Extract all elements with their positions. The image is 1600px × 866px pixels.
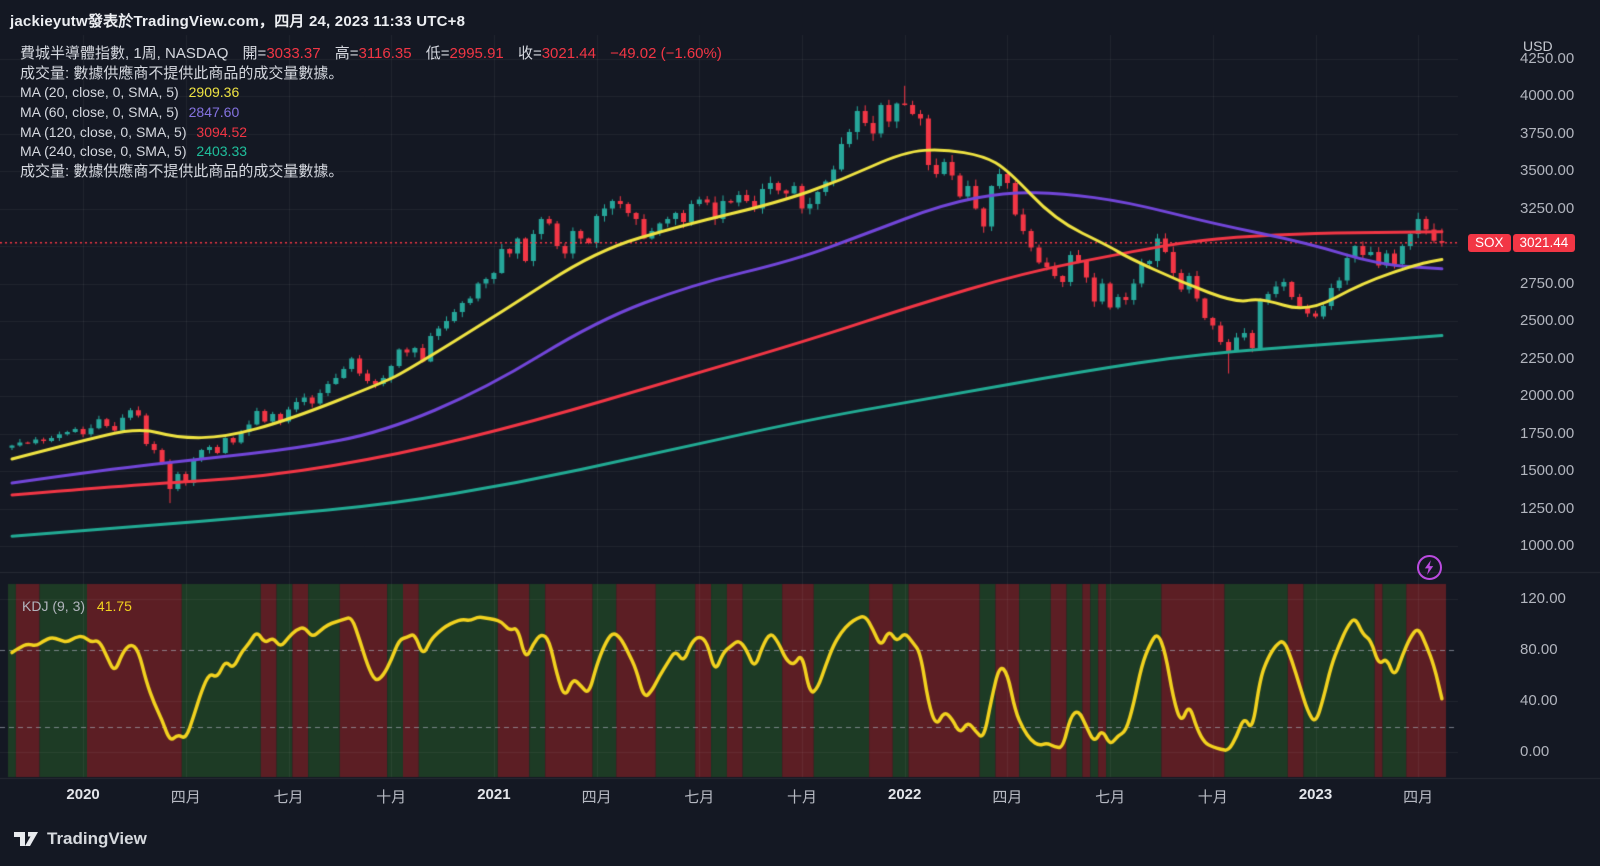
- open-label: 開=: [242, 45, 267, 62]
- time-axis-month-label: 四月: [992, 789, 1023, 806]
- ma20-value: 2909.36: [188, 84, 240, 101]
- time-axis-month-label: 四月: [1403, 789, 1434, 806]
- kdj-axis-tick: 0.00: [1520, 743, 1550, 760]
- change-value: −49.02 (−1.60%): [610, 45, 722, 62]
- volume-note-row-2[interactable]: 成交量: 數據供應商不提供此商品的成交量數據。: [20, 163, 344, 181]
- time-axis-year-label: 2021: [477, 786, 511, 803]
- price-axis-tick: 2750.00: [1520, 274, 1575, 292]
- attribution-text: jackieyutw發表於TradingView.com，四月 24, 2023…: [10, 13, 466, 30]
- time-axis-month-label: 十月: [376, 789, 407, 806]
- flash-button[interactable]: [1417, 555, 1442, 580]
- currency-label: USD: [1523, 38, 1553, 54]
- footer: TradingView: [0, 812, 1600, 866]
- ma60-label: MA (60, close, 0, SMA, 5): [20, 104, 179, 121]
- price-axis-tick: 1750.00: [1520, 424, 1575, 442]
- ma20-legend-row[interactable]: MA (20, close, 0, SMA, 5) 2909.36: [20, 83, 722, 103]
- ma240-label: MA (240, close, 0, SMA, 5): [20, 143, 187, 160]
- volume-note-row[interactable]: 成交量: 數據供應商不提供此商品的成交量數據。: [20, 64, 344, 82]
- high-label: 高=: [334, 45, 359, 62]
- low-label: 低=: [425, 45, 450, 62]
- ma60-value: 2847.60: [188, 104, 240, 121]
- open-value: 3033.37: [266, 45, 321, 62]
- chart-canvas[interactable]: [0, 0, 1600, 812]
- time-axis-month-label: 十月: [1197, 789, 1228, 806]
- tradingview-logo-icon[interactable]: [12, 828, 40, 850]
- kdj-axis-tick: 40.00: [1520, 692, 1558, 709]
- price-axis-tick: 1000.00: [1520, 537, 1575, 554]
- time-axis-month-label: 四月: [170, 789, 201, 806]
- ma120-label: MA (120, close, 0, SMA, 5): [20, 123, 187, 140]
- lightning-icon: [1424, 560, 1434, 575]
- price-axis-tick: 1250.00: [1520, 499, 1575, 517]
- price-axis-tick: 3250.00: [1520, 199, 1575, 217]
- chart-legend: 費城半導體指數, 1周, NASDAQ 開=3033.37 高=3116.35 …: [20, 44, 722, 182]
- ma60-legend-row[interactable]: MA (60, close, 0, SMA, 5) 2847.60: [20, 103, 722, 123]
- ma240-value: 2403.33: [196, 143, 248, 160]
- time-axis-year-label: 2020: [66, 786, 100, 803]
- ma120-value: 3094.52: [196, 123, 248, 140]
- price-axis-tick: 2500.00: [1520, 312, 1575, 329]
- price-axis-tick: 2250.00: [1520, 349, 1575, 367]
- high-value: 3116.35: [358, 45, 412, 62]
- kdj-value: 41.75: [96, 598, 132, 614]
- price-axis-tick: 1500.00: [1520, 462, 1575, 479]
- last-price-badge-symbol: SOX: [1468, 233, 1511, 252]
- price-axis-tick: 2000.00: [1520, 387, 1575, 404]
- last-price-badge-value: 3021.44: [1512, 233, 1576, 252]
- price-axis-tick: 4000.00: [1520, 87, 1575, 104]
- tradingview-brand-text[interactable]: TradingView: [47, 829, 147, 848]
- ma20-label: MA (20, close, 0, SMA, 5): [20, 84, 179, 101]
- time-axis-month-label: 十月: [786, 789, 818, 806]
- ma240-legend-row[interactable]: MA (240, close, 0, SMA, 5) 2403.33: [20, 142, 722, 162]
- low-value: 2995.91: [449, 45, 504, 62]
- time-axis-year-label: 2022: [888, 786, 922, 803]
- time-axis-month-label: 四月: [581, 789, 612, 806]
- price-axis-tick: 3750.00: [1520, 124, 1575, 142]
- kdj-label: KDJ (9, 3): [22, 598, 86, 614]
- price-axis[interactable]: USD 4250.00 4000.00 3750.00 3500.00 3250.00 2…: [1460, 0, 1600, 812]
- kdj-legend-row[interactable]: KDJ (9, 3) 41.75: [22, 598, 132, 614]
- symbol-title: 費城半導體指數, 1周, NASDAQ: [20, 45, 229, 62]
- kdj-axis-tick: 120.00: [1520, 590, 1566, 607]
- time-axis-month-label: 七月: [684, 789, 715, 806]
- kdj-axis-tick: 80.00: [1520, 641, 1558, 658]
- price-axis-tick: 4250.00: [1520, 49, 1575, 67]
- ma120-legend-row[interactable]: MA (120, close, 0, SMA, 5) 3094.52: [20, 123, 722, 143]
- close-value: 3021.44: [541, 45, 596, 62]
- time-axis-month-label: 七月: [1095, 789, 1126, 806]
- time-axis-year-label: 2023: [1298, 786, 1333, 803]
- time-axis-month-label: 七月: [273, 789, 304, 806]
- last-price-badge: SOX 3021.44: [1468, 233, 1576, 252]
- symbol-legend-row[interactable]: 費城半導體指數, 1周, NASDAQ 開=3033.37 高=3116.35 …: [20, 44, 722, 64]
- close-label: 收=: [517, 45, 542, 62]
- time-axis[interactable]: 2020 四月 七月 十月 2021 四月 七月 十月 2022 四月 七月 十月 2023 四月: [0, 778, 1460, 812]
- price-axis-tick: 3500.00: [1520, 162, 1575, 179]
